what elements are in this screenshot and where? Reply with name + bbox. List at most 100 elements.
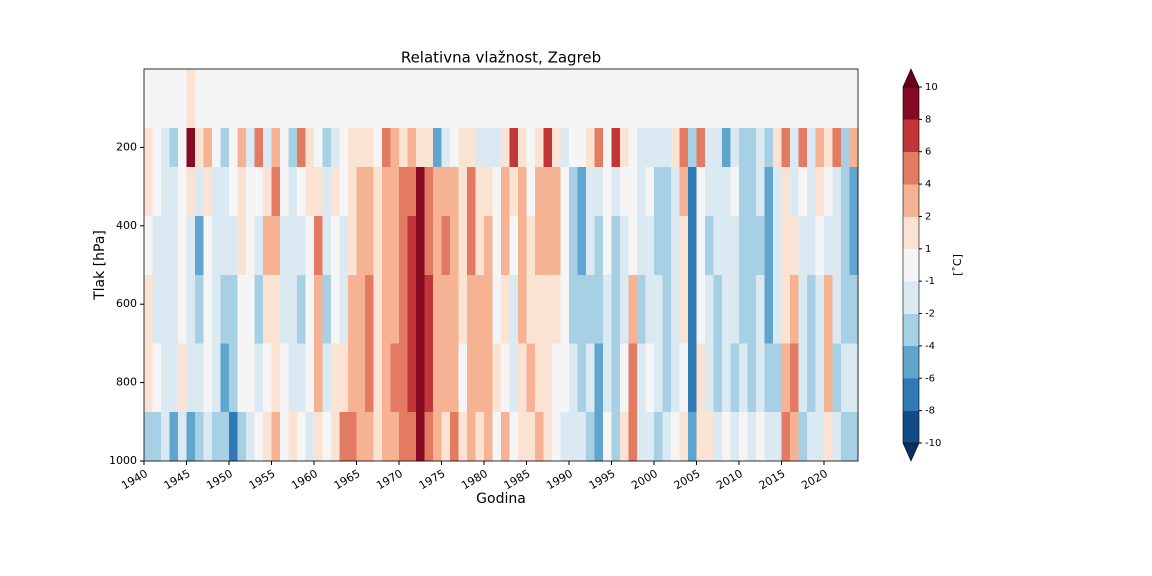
contour-cell bbox=[407, 127, 417, 168]
contour-cell bbox=[186, 216, 196, 276]
contour-cell bbox=[203, 127, 213, 168]
contour-cell bbox=[577, 343, 587, 413]
x-tick-label: 2015 bbox=[757, 467, 788, 492]
contour-cell bbox=[195, 216, 204, 276]
contour-cell bbox=[450, 412, 459, 462]
contour-cell bbox=[246, 216, 255, 276]
y-axis-label: Tlak [hPa] bbox=[92, 230, 108, 301]
contour-cell bbox=[297, 343, 306, 413]
contour-cell bbox=[509, 412, 519, 462]
contour-cell bbox=[373, 343, 383, 413]
contour-cell bbox=[246, 274, 255, 344]
contour-cell bbox=[280, 216, 289, 276]
contour-cell bbox=[798, 127, 808, 168]
contour-cell bbox=[722, 127, 731, 168]
contour-cell bbox=[254, 167, 264, 217]
contour-cell bbox=[501, 167, 510, 217]
contour-cell bbox=[305, 343, 315, 413]
contour-cell bbox=[577, 412, 587, 462]
colorbar-bin bbox=[903, 345, 919, 379]
contour-cell bbox=[305, 127, 315, 168]
colorbar-bin bbox=[903, 184, 919, 217]
contour-cell bbox=[322, 69, 332, 129]
contour-cell bbox=[798, 412, 808, 462]
x-tick-label: 1990 bbox=[544, 467, 575, 492]
contour-cell bbox=[824, 216, 833, 276]
contour-cell bbox=[594, 216, 604, 276]
contour-cell bbox=[220, 274, 230, 344]
contour-cell bbox=[178, 127, 187, 168]
contour-cell bbox=[798, 343, 808, 413]
contour-cell bbox=[220, 216, 230, 276]
contour-cell bbox=[560, 127, 570, 168]
contour-cell bbox=[288, 412, 298, 462]
contour-cell bbox=[586, 127, 595, 168]
contour-cell bbox=[169, 167, 179, 217]
contour-cell bbox=[288, 127, 298, 168]
contour-cell bbox=[849, 216, 859, 276]
contour-cell bbox=[365, 127, 374, 168]
contour-cell bbox=[220, 167, 230, 217]
contour-cell bbox=[645, 69, 655, 129]
contour-cell bbox=[662, 127, 672, 168]
contour-cell bbox=[365, 274, 374, 344]
contour-cell bbox=[603, 343, 612, 413]
contour-cell bbox=[518, 412, 527, 462]
contour-cell bbox=[594, 343, 604, 413]
contour-cell bbox=[212, 412, 221, 462]
contour-cell bbox=[458, 127, 468, 168]
contour-cell bbox=[178, 274, 187, 344]
contour-cell bbox=[314, 167, 323, 217]
contour-cell bbox=[518, 69, 527, 129]
contour-cell bbox=[807, 412, 816, 462]
contour-cell bbox=[229, 69, 238, 129]
contour-cell bbox=[382, 274, 391, 344]
contour-cell bbox=[756, 69, 765, 129]
contour-cell bbox=[594, 167, 604, 217]
contour-cell bbox=[144, 343, 153, 413]
colorbar-tick-label: 4 bbox=[925, 179, 931, 190]
contour-cell bbox=[263, 274, 272, 344]
x-axis-label: Godina bbox=[476, 491, 526, 507]
contour-cell bbox=[730, 127, 740, 168]
contour-cell bbox=[271, 343, 281, 413]
contour-cell bbox=[730, 274, 740, 344]
contour-cell bbox=[331, 274, 340, 344]
x-tick-label: 1955 bbox=[247, 467, 278, 492]
colorbar-bin bbox=[903, 119, 919, 153]
contour-cell bbox=[611, 167, 621, 217]
contour-cell bbox=[144, 412, 153, 462]
contour-cell bbox=[161, 69, 170, 129]
colorbar-extend-bottom bbox=[902, 442, 920, 462]
contour-cell bbox=[348, 69, 357, 129]
contour-cell bbox=[594, 412, 604, 462]
contour-cell bbox=[535, 343, 544, 413]
contour-cell bbox=[152, 274, 162, 344]
contour-cell bbox=[790, 127, 799, 168]
contour-cell bbox=[824, 343, 833, 413]
contour-cell bbox=[424, 127, 434, 168]
contour-cell bbox=[263, 343, 272, 413]
contour-cell bbox=[756, 412, 765, 462]
contour-cell bbox=[331, 412, 340, 462]
contour-cell bbox=[628, 216, 638, 276]
contour-cell bbox=[586, 343, 595, 413]
contour-cell bbox=[739, 274, 748, 344]
contour-cell bbox=[509, 343, 519, 413]
contour-cell bbox=[637, 412, 646, 462]
contour-cell bbox=[169, 216, 179, 276]
contour-cell bbox=[611, 127, 621, 168]
contour-cell bbox=[450, 216, 459, 276]
contour-cell bbox=[314, 216, 323, 276]
contour-cell bbox=[178, 167, 187, 217]
contour-cell bbox=[186, 412, 196, 462]
contour-cell bbox=[679, 343, 689, 413]
contour-cell bbox=[475, 343, 485, 413]
contour-cell bbox=[662, 274, 672, 344]
contour-cell bbox=[501, 127, 510, 168]
contour-cell bbox=[382, 69, 391, 129]
contour-cell bbox=[518, 274, 527, 344]
contour-cell bbox=[152, 167, 162, 217]
contour-cell bbox=[322, 127, 332, 168]
contour-cell bbox=[705, 274, 714, 344]
